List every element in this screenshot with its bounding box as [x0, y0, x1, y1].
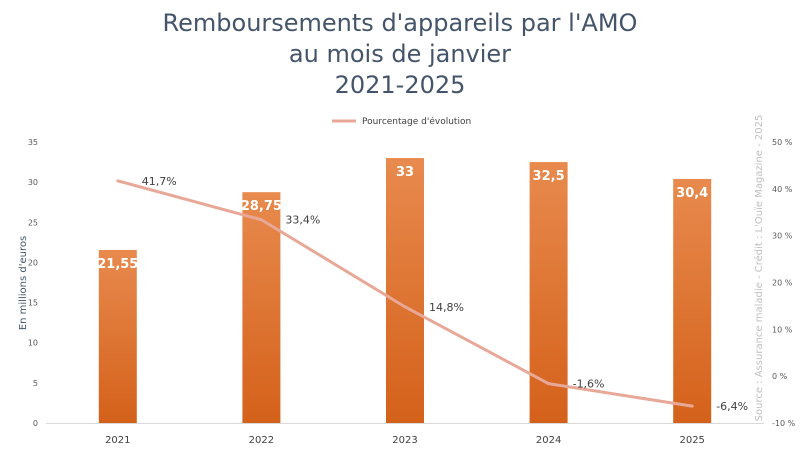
bar-value-label: 33 — [396, 165, 414, 180]
y-tick-label: 10 — [28, 339, 38, 348]
y-tick-label: 35 — [28, 138, 38, 147]
line-point-label: 33,4% — [285, 214, 320, 227]
chart-title-line-1: Remboursements d'appareils par l'AMO — [162, 9, 638, 37]
bar-2025 — [673, 178, 712, 423]
line-point-label: 14,8% — [429, 301, 464, 314]
y-axis-label: En millions d'euros — [18, 236, 29, 330]
x-tick-label: 2022 — [249, 435, 274, 446]
bar-value-label: 21,55 — [97, 257, 138, 272]
y-tick-label: 0 — [33, 419, 38, 428]
line-point — [259, 218, 263, 222]
line-point — [403, 305, 407, 309]
bar-value-label: 32,5 — [533, 169, 565, 184]
bar-2021 — [98, 249, 137, 423]
line-point — [116, 179, 120, 183]
line-point-label: -6,4% — [716, 400, 748, 413]
chart-title-line-2: au mois de janvier — [288, 40, 512, 68]
bar-value-label: 30,4 — [676, 186, 708, 201]
y2-tick-label: 30 % — [772, 232, 793, 241]
bar-2024 — [529, 162, 568, 424]
line-point-label: 41,7% — [142, 175, 177, 188]
y2-tick-label: -10 % — [772, 419, 796, 428]
y-tick-label: 20 — [28, 258, 38, 267]
y2-tick-label: 10 % — [772, 325, 793, 334]
y-tick-label: 30 — [28, 178, 38, 187]
y2-tick-label: 0 % — [772, 372, 788, 381]
line-point-label: -1,6% — [573, 378, 605, 391]
chart-title-line-3: 2021-2025 — [334, 71, 466, 99]
x-tick-label: 2025 — [679, 435, 704, 446]
y-tick-label: 15 — [28, 299, 38, 308]
y-tick-label: 5 — [33, 379, 38, 388]
y2-tick-label: 20 % — [772, 279, 793, 288]
chart-title: Remboursements d'appareils par l'AMO au … — [0, 8, 800, 101]
line-point — [690, 404, 694, 408]
line-point — [547, 382, 551, 386]
source-credit: Source : Assurance maladie - Crédit : L'… — [753, 115, 765, 422]
x-tick-label: 2024 — [536, 435, 561, 446]
y-tick-label: 25 — [28, 218, 38, 227]
y2-tick-label: 40 % — [772, 185, 793, 194]
bar-2023 — [386, 158, 424, 424]
legend: Pourcentage d'évolution — [332, 116, 471, 127]
x-tick-label: 2023 — [392, 435, 417, 446]
x-tick-label: 2021 — [105, 435, 130, 446]
legend-line-label: Pourcentage d'évolution — [362, 116, 471, 127]
bar-value-label: 28,75 — [241, 199, 282, 214]
bar-2022 — [242, 192, 281, 423]
y2-tick-label: 50 % — [772, 138, 793, 147]
